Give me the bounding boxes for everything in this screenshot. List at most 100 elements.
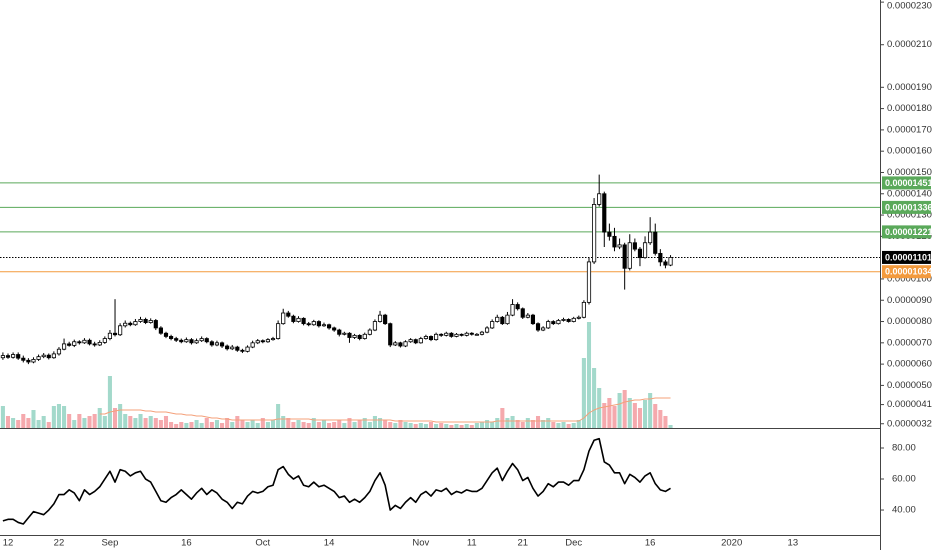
volume-bar [133,418,138,428]
volume-bar [102,416,107,428]
x-tick-label: 21 [517,538,528,549]
candle-body [459,333,464,336]
candle-body [72,341,77,346]
x-tick-label: 13 [788,538,799,549]
volume-bar [199,423,204,428]
volume-bar [637,408,642,428]
volume-bar [530,420,535,428]
candle-body [209,341,214,346]
volume-bar [225,418,230,428]
candle-body [352,334,357,338]
candle-body [566,319,571,322]
candle-body [250,342,255,348]
volume-bar [82,418,87,428]
volume-bar [505,418,510,428]
rsi-tick-label: 80.00 [892,443,916,454]
x-tick-label: Dec [565,538,582,549]
volume-bar [209,422,214,428]
volume-bar [77,414,82,428]
candle-body [413,339,418,344]
candle-body [622,244,627,269]
candle-body [102,338,107,343]
volume-bar [311,418,316,428]
candle-body [128,322,133,326]
volume-bar [643,400,648,428]
candle-body [642,242,648,259]
volume-bar [276,404,281,428]
volume-bar [306,423,311,428]
candle-body [138,319,143,322]
candle-body [342,332,347,335]
rsi-tick-label: 40.00 [892,505,916,516]
candle-body [372,321,378,331]
candle-body [36,356,41,360]
price-line-label: 0.00001034 [885,267,932,277]
volume-bar [439,423,444,428]
volume-bar [449,425,454,428]
candle-body [663,261,668,266]
volume-bar [332,422,337,428]
candle-body [26,359,31,363]
volume-bar [520,422,525,428]
candle-body [602,193,607,233]
candle-body [653,231,658,254]
volume-bar [265,422,270,428]
volume-bar [26,418,31,428]
candle-body [46,354,51,359]
volume-bar [648,393,653,428]
candle-body [627,242,632,269]
volume-bar [393,423,398,428]
volume-bar [632,403,637,428]
candle-body [362,333,367,339]
volume-bar [235,416,240,428]
volume-bar [184,423,189,428]
candle-body [515,304,520,310]
volume-bar [592,368,597,428]
volume-bar [627,398,632,428]
price-line-label-box [882,265,931,279]
volume-bar [500,408,505,428]
volume-bar [571,423,576,428]
price-line-label-box [882,200,931,214]
volume-bar [668,425,673,428]
volume-bar [148,416,153,428]
candle-body [112,332,118,336]
volume-bar [31,410,36,428]
volume-bar [220,423,225,428]
volume-bar [46,422,51,428]
candle-body [648,231,653,244]
volume-bar [169,422,174,428]
volume-bar [179,422,184,428]
volume-bar [174,424,179,428]
price-line-label: 0.00001101 [885,252,932,262]
candle-body [484,327,490,333]
volume-bar [51,406,56,428]
candle-body [464,332,469,336]
volume-bar [372,416,377,428]
candle-body [21,357,26,361]
candle-body [393,342,398,346]
volume-bar [454,424,459,428]
volume-bar [189,422,194,428]
candle-body [530,314,536,325]
candle-body [153,320,158,329]
candle-body [276,323,281,339]
x-tick-label: 22 [54,538,65,549]
volume-layer [0,322,673,428]
volume-bar [21,414,26,428]
candle-body [87,339,92,345]
candle-body [240,349,245,352]
rsi-tick-label: 60.00 [892,474,916,485]
volume-bar [230,422,235,428]
candle-body [255,340,260,344]
candle-body [551,321,556,325]
candle-body [306,323,311,326]
volume-bar [602,403,607,428]
candle-body [16,354,21,359]
